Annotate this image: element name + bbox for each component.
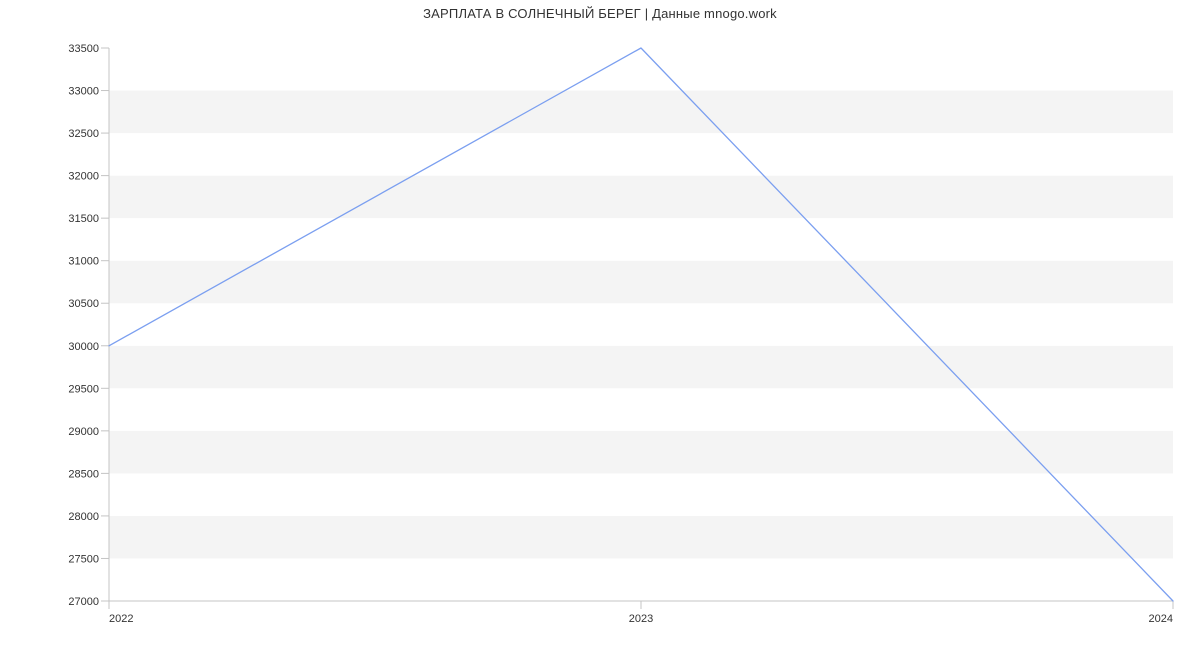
x-tick-label: 2024 <box>1149 613 1173 625</box>
x-axis-ticks: 2022 2023 2024 <box>109 601 1173 625</box>
y-tick-label: 32500 <box>68 128 99 140</box>
y-tick-label: 33000 <box>68 86 99 98</box>
y-axis-ticks: 27000 27500 28000 28500 29000 29500 30000 30500… <box>68 43 109 608</box>
y-tick-label: 28500 <box>68 468 99 480</box>
salary-line-chart: ЗАРПЛАТА В СОЛНЕЧНЫЙ БЕРЕГ | Данные mnog… <box>0 0 1200 650</box>
y-tick-label: 27000 <box>68 596 99 608</box>
y-tick-label: 30500 <box>68 298 99 310</box>
y-tick-label: 32000 <box>68 171 99 183</box>
y-tick-label: 29500 <box>68 383 99 395</box>
y-tick-label: 31000 <box>68 256 99 268</box>
grid-bands <box>109 48 1173 601</box>
y-tick-label: 27500 <box>68 553 99 565</box>
y-tick-label: 31500 <box>68 213 99 225</box>
y-tick-label: 30000 <box>68 341 99 353</box>
y-tick-label: 29000 <box>68 426 99 438</box>
chart-title: ЗАРПЛАТА В СОЛНЕЧНЫЙ БЕРЕГ | Данные mnog… <box>0 6 1200 21</box>
x-tick-label: 2022 <box>109 613 133 625</box>
x-tick-label: 2023 <box>629 613 653 625</box>
y-tick-label: 28000 <box>68 511 99 523</box>
chart-svg: 27000 27500 28000 28500 29000 29500 30000 30500… <box>0 0 1200 650</box>
y-tick-label: 33500 <box>68 43 99 55</box>
